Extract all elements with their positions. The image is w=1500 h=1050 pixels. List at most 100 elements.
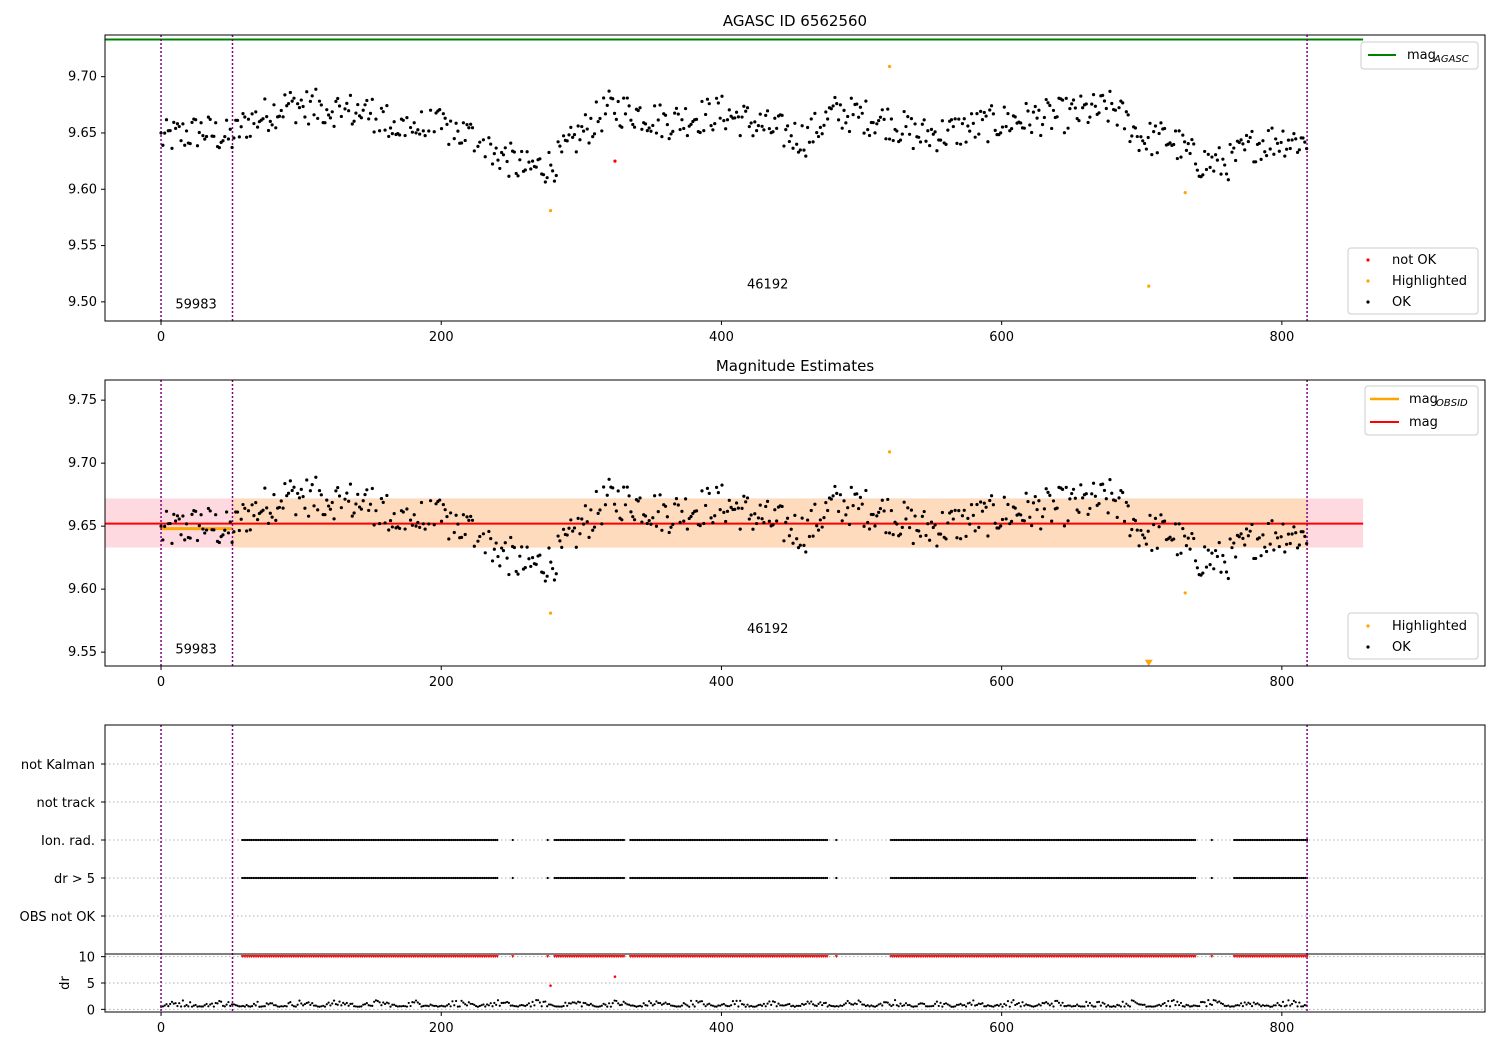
ok-point xyxy=(953,508,957,512)
ok-point xyxy=(631,122,635,127)
ok-point xyxy=(886,107,890,111)
ok-point xyxy=(926,522,930,526)
flag-point xyxy=(765,876,769,880)
dr-point xyxy=(179,1005,183,1008)
flag-point xyxy=(1130,876,1133,880)
dr-point xyxy=(418,1002,421,1006)
ok-point xyxy=(667,530,671,535)
flag-point xyxy=(654,876,657,880)
dr-point xyxy=(688,1005,691,1008)
ok-point xyxy=(734,501,739,505)
ok-point xyxy=(1075,116,1079,121)
ok-point xyxy=(917,529,921,533)
ok-point xyxy=(454,513,458,517)
flag-point xyxy=(953,876,956,880)
ok-point xyxy=(898,138,903,142)
flag-point xyxy=(559,838,562,842)
ok-point xyxy=(722,119,726,123)
flag-point xyxy=(474,838,477,842)
flag-point xyxy=(452,838,455,842)
ok-point xyxy=(350,514,354,518)
ok-point xyxy=(857,506,861,511)
flag-point xyxy=(1238,838,1241,842)
ok-point xyxy=(607,477,611,481)
flag-point xyxy=(1175,838,1179,842)
flag-point xyxy=(749,838,752,842)
flag-point xyxy=(304,838,308,842)
ok-point xyxy=(654,131,659,135)
ok-point xyxy=(653,104,657,108)
ok-point xyxy=(1297,148,1301,152)
ok-point xyxy=(170,541,174,545)
ok-point xyxy=(172,120,176,124)
ok-point xyxy=(796,546,801,550)
ok-point xyxy=(449,119,453,123)
ok-point xyxy=(352,119,356,123)
flag-point xyxy=(1275,838,1278,842)
dr-point xyxy=(717,1004,720,1007)
flag-point xyxy=(477,838,481,842)
ok-point xyxy=(1153,124,1158,128)
dr-point xyxy=(893,999,897,1002)
ok-point xyxy=(858,105,863,109)
ok-point xyxy=(390,525,394,529)
flag-point xyxy=(350,838,353,842)
dr-point xyxy=(332,999,336,1002)
ok-point xyxy=(822,515,826,520)
flag-point xyxy=(1184,876,1188,880)
flag-point xyxy=(595,876,598,880)
flag-point xyxy=(241,876,244,880)
ok-point xyxy=(1013,506,1017,510)
dr-point xyxy=(1185,1003,1188,1006)
dr-point xyxy=(1030,1005,1033,1008)
ok-point xyxy=(880,498,884,502)
ok-point xyxy=(1190,137,1194,142)
ok-point xyxy=(478,140,482,144)
ok-point xyxy=(999,524,1003,528)
ok-point xyxy=(418,525,422,529)
flag-point xyxy=(606,838,609,842)
dr-point xyxy=(485,1003,489,1006)
flag-point xyxy=(744,876,747,880)
x-tick-label: 600 xyxy=(989,675,1014,690)
ok-point xyxy=(1186,536,1190,540)
ok-point xyxy=(416,520,420,525)
flag-point xyxy=(1053,838,1056,842)
ok-point xyxy=(1193,162,1198,166)
flag-point xyxy=(1258,838,1261,842)
ok-point xyxy=(348,93,353,98)
flag-point xyxy=(568,838,571,842)
ok-point xyxy=(347,499,351,503)
ok-point xyxy=(184,129,189,133)
flag-point xyxy=(381,838,384,842)
flag-point xyxy=(617,876,620,880)
flag-point xyxy=(778,876,781,880)
y-tick-label: 9.55 xyxy=(68,239,97,254)
dr-point xyxy=(431,1004,434,1007)
flag-point xyxy=(1095,876,1098,880)
dr-point xyxy=(1066,1004,1070,1007)
flag-point xyxy=(365,876,368,880)
flag-point xyxy=(784,838,787,842)
ok-point xyxy=(328,116,333,120)
flag-point xyxy=(895,876,898,880)
ok-point xyxy=(1148,513,1152,517)
flag-point xyxy=(1143,838,1146,842)
flag-point xyxy=(1291,876,1294,880)
ok-point xyxy=(530,556,535,560)
ok-point xyxy=(1115,515,1119,519)
dr-point xyxy=(516,1005,520,1008)
flag-point xyxy=(629,876,632,880)
flag-point xyxy=(299,876,302,880)
flag-point xyxy=(727,838,730,842)
ok-point xyxy=(274,518,278,522)
ok-point xyxy=(824,501,828,505)
ok-point xyxy=(288,479,292,483)
flag-point xyxy=(662,876,665,880)
flag-point xyxy=(283,876,286,880)
dr-point xyxy=(935,1000,939,1003)
flag-point xyxy=(909,838,913,842)
flag-point xyxy=(328,876,331,880)
dr-point xyxy=(915,1005,918,1008)
dr-point xyxy=(289,1001,292,1004)
